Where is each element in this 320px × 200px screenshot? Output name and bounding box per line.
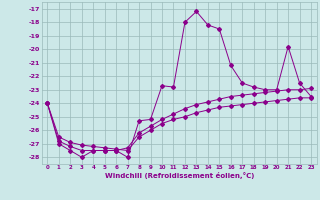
X-axis label: Windchill (Refroidissement éolien,°C): Windchill (Refroidissement éolien,°C) xyxy=(105,172,254,179)
